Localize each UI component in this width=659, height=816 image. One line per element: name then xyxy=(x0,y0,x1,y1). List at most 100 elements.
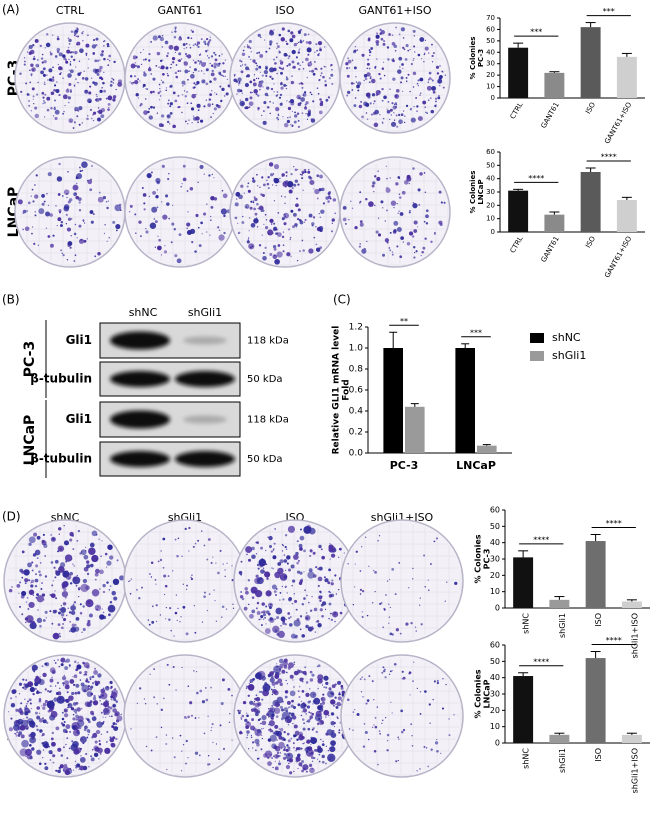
colony xyxy=(75,616,80,621)
colony xyxy=(149,222,157,229)
colony xyxy=(388,673,391,675)
colony xyxy=(182,605,186,609)
colony xyxy=(430,109,435,114)
y-axis-label: PC-3 xyxy=(477,49,485,67)
colony xyxy=(138,220,142,224)
colony xyxy=(189,73,195,79)
colony xyxy=(282,61,284,63)
colony xyxy=(254,197,258,202)
colony xyxy=(205,99,207,101)
colony xyxy=(210,64,214,67)
colony xyxy=(256,173,258,176)
colony xyxy=(102,701,109,708)
colony xyxy=(151,206,158,213)
colony xyxy=(87,733,90,736)
colony xyxy=(167,102,170,105)
colony xyxy=(354,97,357,99)
colony xyxy=(30,73,33,76)
colony xyxy=(239,100,245,107)
colony xyxy=(289,771,293,775)
colony xyxy=(429,97,432,100)
colony xyxy=(38,762,42,765)
colony xyxy=(306,770,308,773)
colony xyxy=(75,668,79,672)
colony xyxy=(23,569,30,576)
colony xyxy=(296,738,299,741)
colony xyxy=(87,34,89,36)
colony xyxy=(428,77,432,80)
colony xyxy=(412,86,415,88)
colony xyxy=(85,673,88,676)
colony xyxy=(256,563,260,567)
culture-plate xyxy=(340,519,464,643)
colony xyxy=(24,578,29,583)
colony xyxy=(273,247,277,251)
colony xyxy=(75,78,77,80)
colony xyxy=(286,592,288,594)
colony xyxy=(395,114,398,117)
colony xyxy=(375,40,380,44)
colony xyxy=(301,112,304,115)
colony xyxy=(84,546,87,549)
colony xyxy=(205,37,209,41)
colony xyxy=(114,204,122,212)
colony xyxy=(262,610,266,614)
colony xyxy=(283,554,286,556)
colony xyxy=(244,586,249,591)
colony xyxy=(67,46,70,49)
colony xyxy=(171,222,175,226)
colony xyxy=(77,81,79,84)
colony xyxy=(163,593,166,596)
colony xyxy=(116,559,119,562)
colony xyxy=(290,209,294,213)
colony xyxy=(73,85,76,87)
colony xyxy=(63,683,65,685)
colony xyxy=(96,111,99,113)
colony xyxy=(286,252,291,257)
colony xyxy=(73,674,78,679)
colony xyxy=(286,700,291,705)
colony xyxy=(329,591,332,594)
colony xyxy=(312,693,315,696)
colony xyxy=(398,56,403,61)
colony xyxy=(258,205,264,211)
colony xyxy=(276,703,281,707)
x-tick-label: shGli1+ISO xyxy=(630,748,639,793)
colony xyxy=(43,200,46,203)
colony xyxy=(25,727,28,730)
colony xyxy=(94,255,97,258)
colony xyxy=(416,687,418,690)
colony xyxy=(146,173,152,179)
colony xyxy=(377,170,379,172)
colony xyxy=(47,79,49,81)
colony xyxy=(206,558,209,561)
colony xyxy=(69,571,74,576)
colony xyxy=(185,632,189,636)
colony xyxy=(67,171,69,173)
colony xyxy=(308,763,313,768)
colony xyxy=(384,676,387,679)
colony xyxy=(36,706,41,710)
colony xyxy=(292,579,296,583)
colony xyxy=(73,565,75,567)
colony xyxy=(58,632,61,635)
colony xyxy=(413,661,415,663)
colony xyxy=(368,201,374,207)
colony xyxy=(318,213,320,215)
colony xyxy=(193,68,197,72)
colony xyxy=(165,87,168,89)
colony xyxy=(43,59,47,64)
colony xyxy=(196,691,199,695)
colony xyxy=(135,588,138,591)
colony xyxy=(206,55,209,57)
colony xyxy=(62,253,65,257)
culture-plate xyxy=(339,156,451,268)
colony xyxy=(289,116,291,118)
colony xyxy=(86,564,91,569)
colony xyxy=(257,728,262,734)
colony xyxy=(269,253,273,257)
colony xyxy=(271,688,278,695)
colony xyxy=(98,739,101,743)
colony xyxy=(31,561,34,564)
colony xyxy=(292,165,295,168)
